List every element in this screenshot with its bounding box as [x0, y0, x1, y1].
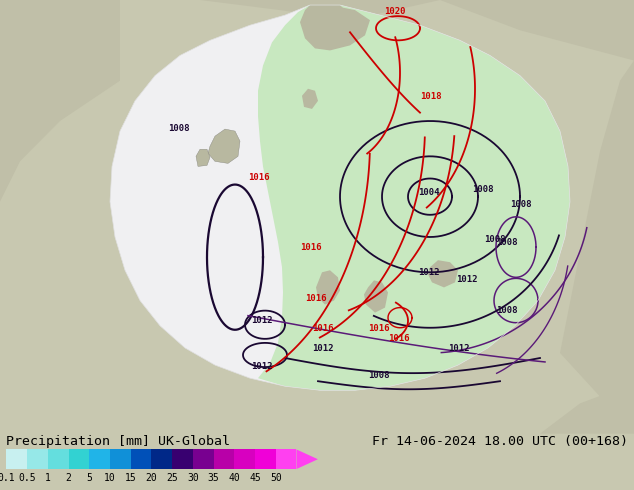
Text: 2: 2 [65, 473, 72, 483]
Polygon shape [258, 5, 570, 390]
Polygon shape [560, 0, 634, 434]
Polygon shape [0, 0, 634, 60]
Bar [235, 449, 255, 469]
Text: 1008: 1008 [510, 200, 531, 209]
Bar [214, 449, 235, 469]
Text: 0.1: 0.1 [0, 473, 15, 483]
Text: 1012: 1012 [312, 344, 333, 353]
Bar [172, 449, 193, 469]
Text: 1012: 1012 [251, 316, 273, 325]
Polygon shape [428, 260, 458, 288]
Text: 50: 50 [270, 473, 281, 483]
Text: 1008: 1008 [168, 124, 190, 133]
Text: 1018: 1018 [420, 92, 441, 101]
Text: 45: 45 [249, 473, 261, 483]
Text: 20: 20 [146, 473, 157, 483]
Bar [255, 449, 276, 469]
Polygon shape [196, 149, 210, 167]
Text: 1008: 1008 [368, 371, 389, 380]
Bar [131, 449, 152, 469]
Text: 35: 35 [208, 473, 219, 483]
Text: 1016: 1016 [368, 324, 389, 333]
Bar [68, 449, 89, 469]
Text: 1016: 1016 [300, 243, 321, 252]
Bar [193, 449, 214, 469]
Text: 1008: 1008 [496, 306, 517, 315]
Bar [48, 449, 68, 469]
Text: Precipitation [mm] UK-Global: Precipitation [mm] UK-Global [6, 435, 230, 448]
Bar [110, 449, 131, 469]
Polygon shape [297, 449, 318, 469]
Text: 1: 1 [45, 473, 51, 483]
Polygon shape [302, 89, 318, 109]
Text: 1012: 1012 [418, 269, 439, 277]
Bar [27, 449, 48, 469]
Text: 1016: 1016 [312, 324, 333, 333]
Text: 15: 15 [125, 473, 136, 483]
Text: 10: 10 [104, 473, 116, 483]
Text: 1012: 1012 [448, 344, 470, 353]
Polygon shape [364, 280, 388, 313]
Text: 40: 40 [228, 473, 240, 483]
Text: 1016: 1016 [248, 172, 269, 181]
Text: 1012: 1012 [251, 362, 273, 371]
Text: 0.5: 0.5 [18, 473, 36, 483]
Polygon shape [110, 5, 570, 390]
Polygon shape [312, 5, 350, 35]
Polygon shape [316, 270, 340, 305]
Text: 25: 25 [166, 473, 178, 483]
Text: Fr 14-06-2024 18.00 UTC (00+168): Fr 14-06-2024 18.00 UTC (00+168) [372, 435, 628, 448]
Polygon shape [540, 383, 634, 434]
Bar [89, 449, 110, 469]
Text: 1020: 1020 [384, 7, 406, 16]
Text: 1004: 1004 [418, 188, 439, 196]
Text: 30: 30 [187, 473, 198, 483]
Text: 1016: 1016 [388, 334, 410, 343]
Bar [276, 449, 297, 469]
Text: 1012: 1012 [456, 275, 477, 284]
Polygon shape [208, 129, 240, 163]
Text: 1008: 1008 [496, 238, 517, 247]
Text: 1008: 1008 [484, 235, 505, 244]
Text: 1008: 1008 [472, 185, 493, 194]
Polygon shape [0, 0, 120, 202]
Polygon shape [300, 5, 370, 50]
Bar [152, 449, 172, 469]
Text: 5: 5 [86, 473, 92, 483]
Text: 1016: 1016 [305, 294, 327, 302]
Bar [6, 449, 27, 469]
